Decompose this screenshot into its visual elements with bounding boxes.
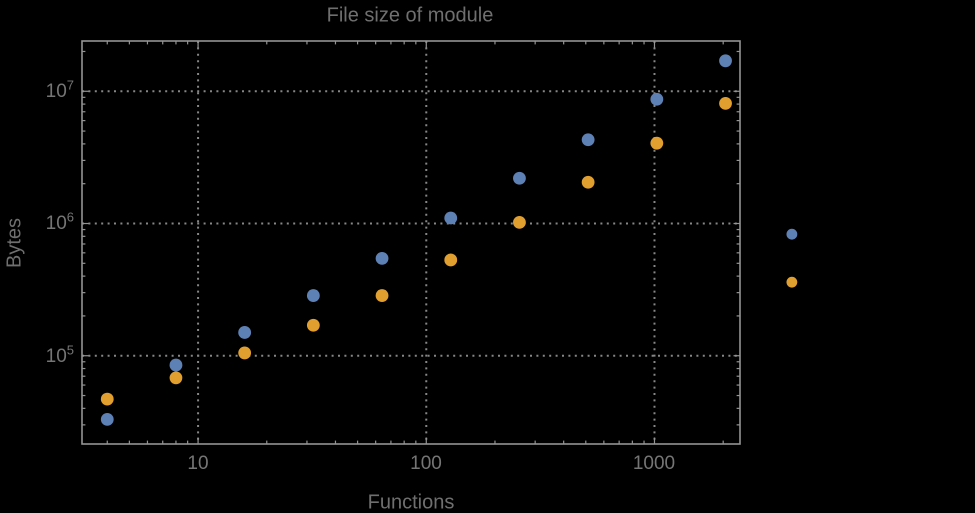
- x-tick-label-10: 10: [187, 453, 209, 474]
- data-point-blue: [306, 289, 320, 302]
- data-point-blue: [100, 412, 114, 426]
- x-tick-label-100: 100: [410, 453, 442, 474]
- data-point-orange: [238, 346, 252, 360]
- data-point-blue: [513, 171, 526, 185]
- plot-title: File size of module: [326, 4, 494, 27]
- data-point-orange: [375, 289, 389, 302]
- y-tick-exponent: 6: [66, 209, 74, 225]
- y-tick-label-1e5: 105: [45, 342, 74, 368]
- y-tick-base: 10: [45, 346, 67, 367]
- y-axis-label: Bytes: [3, 217, 26, 269]
- data-point-blue: [238, 326, 252, 339]
- y-tick-base: 10: [45, 81, 67, 102]
- plot-frame: [81, 40, 741, 445]
- data-point-blue: [719, 54, 732, 68]
- data-point-orange: [513, 215, 526, 229]
- data-point-orange: [444, 253, 458, 267]
- data-point-orange: [581, 175, 595, 189]
- y-tick-label-1e6: 106: [45, 209, 74, 235]
- data-point-orange: [719, 96, 732, 110]
- data-point-blue: [650, 92, 664, 106]
- y-tick-exponent: 7: [66, 77, 74, 93]
- data-point-blue: [169, 358, 183, 372]
- data-point-orange: [169, 371, 183, 385]
- y-tick-base: 10: [45, 213, 67, 234]
- right-margin-marker-1: [786, 276, 798, 288]
- data-point-orange: [100, 392, 114, 406]
- data-point-blue: [581, 133, 595, 147]
- right-margin-marker-0: [786, 228, 798, 240]
- data-point-blue: [444, 211, 458, 225]
- data-point-orange: [306, 318, 320, 332]
- x-axis-label: Functions: [367, 491, 455, 513]
- y-tick-label-1e7: 107: [45, 77, 74, 103]
- data-point-orange: [650, 136, 664, 150]
- data-point-blue: [375, 251, 389, 265]
- y-tick-exponent: 5: [66, 342, 74, 358]
- x-tick-label-1000: 1000: [632, 453, 676, 474]
